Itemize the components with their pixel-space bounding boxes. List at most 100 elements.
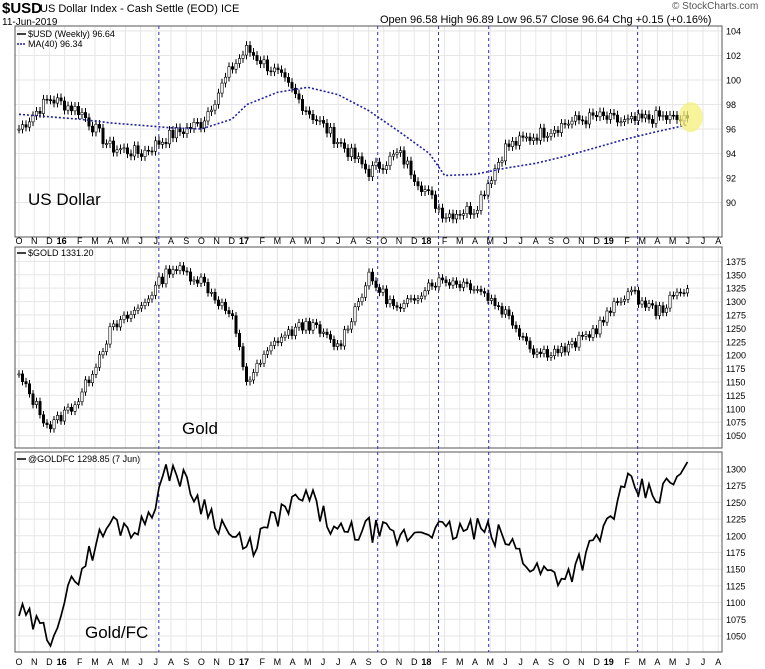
gold-candle-body bbox=[461, 281, 465, 288]
usd-candle-body bbox=[185, 126, 189, 134]
x-tick-label: A bbox=[350, 657, 356, 667]
usd-candle-body bbox=[573, 115, 577, 122]
gold-candle-body bbox=[339, 343, 343, 347]
usd-candle-body bbox=[479, 194, 483, 211]
gold-candle-body bbox=[241, 346, 245, 368]
x-tick-label: D bbox=[229, 657, 236, 667]
gold-candle-body bbox=[360, 296, 364, 303]
gold-candle-body bbox=[426, 282, 430, 292]
gold-candle-body bbox=[325, 331, 329, 335]
usd-candle-body bbox=[342, 142, 346, 149]
x-tick-label: 18 bbox=[421, 236, 431, 246]
highlight-circle bbox=[678, 102, 703, 133]
gold-candle-body bbox=[203, 276, 207, 283]
gold-candle-body bbox=[622, 299, 626, 302]
gold-candle-body bbox=[423, 290, 427, 297]
panel-annotation: Gold/FC bbox=[85, 623, 148, 642]
x-tick-label: J bbox=[154, 657, 159, 667]
x-tick-label: M bbox=[638, 236, 646, 246]
usd-candle-body bbox=[356, 156, 360, 160]
x-tick-label: J bbox=[686, 657, 691, 667]
gold-candle-body bbox=[419, 295, 423, 300]
gold-candle-body bbox=[248, 379, 252, 382]
y-tick-label: 1050 bbox=[726, 431, 746, 441]
gold-candle-body bbox=[472, 289, 476, 291]
usd-candle-body bbox=[388, 155, 392, 167]
usd-candle-body bbox=[542, 127, 546, 138]
x-tick-label: M bbox=[456, 657, 464, 667]
x-tick-label: D bbox=[593, 657, 600, 667]
gold-candle-body bbox=[402, 303, 406, 309]
usd-candle-body bbox=[307, 110, 311, 115]
gold-candle-body bbox=[458, 283, 462, 288]
usd-candle-body bbox=[154, 140, 158, 152]
x-tick-label: O bbox=[15, 657, 22, 667]
gold-candle-body bbox=[122, 314, 126, 320]
x-tick-label: A bbox=[168, 236, 174, 246]
panel-frame bbox=[14, 25, 723, 238]
x-tick-label: J bbox=[138, 657, 143, 667]
gold-candle-body bbox=[258, 362, 262, 365]
x-tick-label: O bbox=[563, 236, 570, 246]
usd-candle-body bbox=[210, 109, 214, 112]
x-tick-label: J bbox=[321, 236, 326, 246]
gold-candle-body bbox=[224, 302, 228, 311]
y-tick-label: 1150 bbox=[726, 565, 745, 575]
usd-candle-body bbox=[465, 206, 469, 214]
usd-candle-body bbox=[98, 123, 102, 129]
gold-candle-body bbox=[384, 288, 388, 305]
gold-candle-body bbox=[147, 298, 151, 303]
gold-candle-body bbox=[91, 373, 95, 383]
usd-candle-body bbox=[440, 207, 444, 219]
usd-candle-body bbox=[20, 124, 24, 130]
gold-candle-body bbox=[304, 321, 308, 331]
gold-candle-body bbox=[101, 351, 105, 356]
usd-candle-body bbox=[661, 115, 665, 117]
gold-candle-body bbox=[255, 363, 259, 373]
gold-candle-body bbox=[391, 299, 395, 306]
x-tick-label: N bbox=[31, 657, 38, 667]
y-tick-label: 102 bbox=[726, 51, 741, 61]
gold-candle-body bbox=[629, 289, 633, 293]
gold-candle-body bbox=[210, 292, 214, 294]
gold-candle-body bbox=[17, 373, 21, 376]
usd-candle-body bbox=[433, 194, 437, 209]
x-tick-label: 17 bbox=[239, 657, 249, 667]
y-tick-label: 1300 bbox=[726, 297, 746, 307]
usd-candle-body bbox=[227, 66, 231, 78]
y-tick-label: 1050 bbox=[726, 631, 746, 641]
usd-candle-body bbox=[605, 115, 609, 120]
usd-candle-body bbox=[321, 120, 325, 124]
gold-candle-body bbox=[363, 285, 367, 298]
gold-candle-body bbox=[62, 409, 66, 422]
gold-candle-body bbox=[279, 336, 283, 343]
x-tick-label: M bbox=[486, 657, 494, 667]
usd-candle-body bbox=[496, 162, 500, 169]
x-tick-label: A bbox=[168, 657, 174, 667]
y-tick-label: 1250 bbox=[726, 498, 746, 508]
gold-candle-body bbox=[594, 328, 598, 335]
usd-candle-body bbox=[461, 213, 465, 216]
gold-candle-body bbox=[55, 415, 59, 421]
x-tick-label: F bbox=[259, 657, 265, 667]
usd-candle-body bbox=[601, 111, 605, 117]
panel-frame bbox=[14, 451, 723, 653]
usd-candle-body bbox=[472, 213, 476, 215]
gold-candle-body bbox=[126, 314, 130, 319]
usd-candle-body bbox=[405, 160, 409, 165]
gold-candle-body bbox=[286, 329, 290, 336]
usd-candle-body bbox=[353, 147, 357, 160]
gold-candle-body bbox=[437, 277, 441, 288]
gold-candle-body bbox=[300, 322, 304, 331]
x-tick-label: O bbox=[380, 236, 387, 246]
usd-candle-body bbox=[538, 127, 542, 141]
usd-candle-body bbox=[192, 122, 196, 129]
usd-candle-body bbox=[430, 190, 434, 196]
gold-candle-body bbox=[48, 424, 52, 430]
usd-candle-body bbox=[524, 136, 528, 139]
x-tick-label: J bbox=[518, 657, 523, 667]
gold-candle-body bbox=[440, 277, 444, 281]
gold-candle-body bbox=[314, 322, 318, 325]
x-tick-label: D bbox=[411, 657, 418, 667]
